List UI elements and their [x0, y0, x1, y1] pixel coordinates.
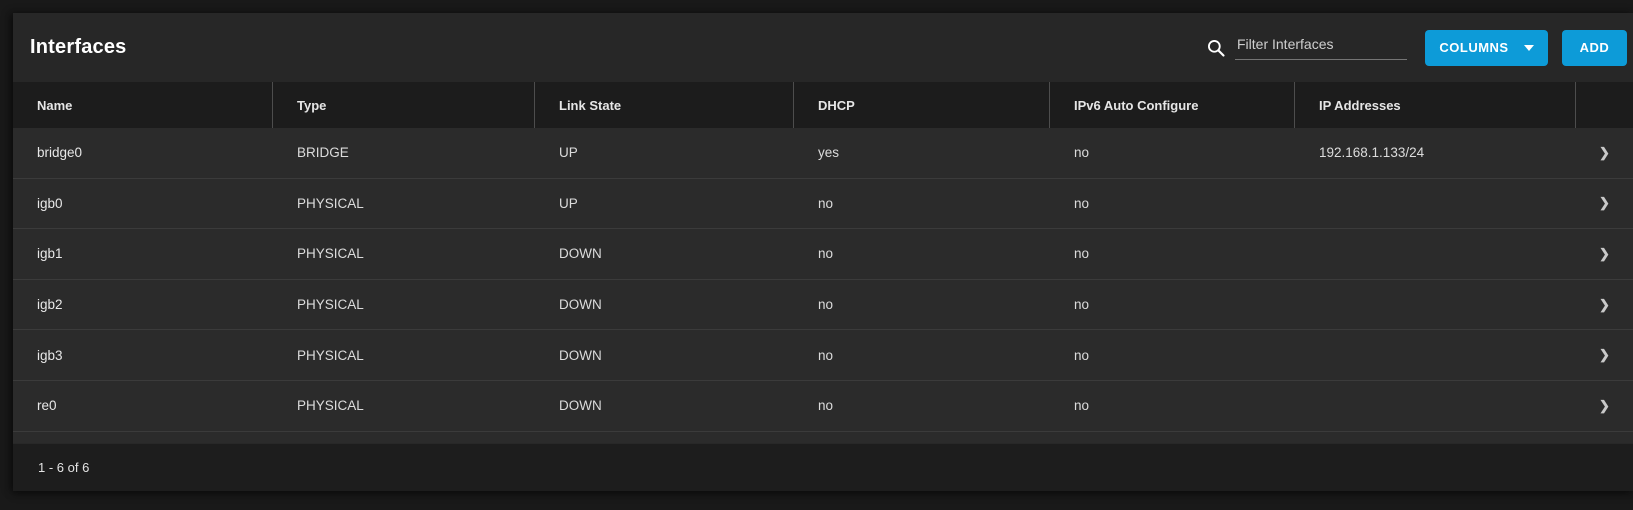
- cell-link-state: UP: [559, 145, 578, 161]
- cell-name: igb3: [37, 347, 63, 363]
- cell-link-state: DOWN: [559, 297, 602, 313]
- cell-dhcp: no: [818, 398, 834, 414]
- cell-link-state: UP: [559, 195, 578, 211]
- column-header-name[interactable]: Name: [13, 82, 273, 128]
- cell-dhcp: yes: [818, 145, 840, 161]
- chevron-right-icon[interactable]: ❯: [1599, 144, 1610, 160]
- cell-ipv6: no: [1074, 246, 1090, 262]
- table-row[interactable]: igb1 PHYSICAL DOWN no no ❯: [13, 229, 1633, 280]
- column-header-ipv6[interactable]: IPv6 Auto Configure: [1050, 82, 1295, 128]
- toolbar: Interfaces COLUMNS ADD: [13, 13, 1633, 82]
- interfaces-card: Interfaces COLUMNS ADD Name Type Link St…: [13, 13, 1633, 491]
- cell-name: igb2: [37, 297, 63, 313]
- table-row[interactable]: igb2 PHYSICAL DOWN no no ❯: [13, 280, 1633, 331]
- cell-dhcp: no: [818, 297, 834, 313]
- table-body: bridge0 BRIDGE UP yes no 192.168.1.133/2…: [13, 128, 1633, 443]
- cell-type: PHYSICAL: [297, 347, 364, 363]
- cell-ipv6: no: [1074, 145, 1090, 161]
- filter-input[interactable]: [1235, 35, 1407, 60]
- cell-dhcp: no: [818, 246, 834, 262]
- cell-name: igb0: [37, 195, 63, 211]
- cell-type: PHYSICAL: [297, 246, 364, 262]
- add-button[interactable]: ADD: [1562, 29, 1627, 66]
- cell-type: PHYSICAL: [297, 297, 364, 313]
- cell-ipv6: no: [1074, 347, 1090, 363]
- cell-ip-addresses: [1295, 229, 1576, 279]
- page-title: Interfaces: [30, 36, 127, 58]
- table-row[interactable]: igb0 PHYSICAL UP no no ❯: [13, 179, 1633, 230]
- cell-ipv6: no: [1074, 398, 1090, 414]
- add-button-label: ADD: [1579, 40, 1610, 55]
- cell-ip-addresses: [1295, 179, 1576, 229]
- column-header-actions: [1576, 82, 1633, 128]
- chevron-right-icon[interactable]: ❯: [1599, 397, 1610, 413]
- chevron-right-icon[interactable]: ❯: [1599, 296, 1610, 312]
- cell-name: igb1: [37, 246, 63, 262]
- pagination-range: 1 - 6 of 6: [38, 460, 90, 475]
- table-row[interactable]: re0 PHYSICAL DOWN no no ❯: [13, 381, 1633, 432]
- cell-type: PHYSICAL: [297, 398, 364, 414]
- cell-ip-addresses: [1295, 381, 1576, 431]
- cell-name: re0: [37, 398, 57, 414]
- cell-type: PHYSICAL: [297, 195, 364, 211]
- cell-ip-addresses: [1295, 330, 1576, 380]
- column-header-type[interactable]: Type: [273, 82, 535, 128]
- column-header-link-state[interactable]: Link State: [535, 82, 794, 128]
- filter-group: [1206, 35, 1407, 60]
- chevron-right-icon[interactable]: ❯: [1599, 195, 1610, 211]
- column-header-ip-addresses[interactable]: IP Addresses: [1295, 82, 1576, 128]
- cell-ipv6: no: [1074, 195, 1090, 211]
- cell-link-state: DOWN: [559, 246, 602, 262]
- cell-ip-addresses: 192.168.1.133/24: [1319, 145, 1425, 161]
- cell-ip-addresses: [1295, 280, 1576, 330]
- cell-type: BRIDGE: [297, 145, 349, 161]
- cell-name: bridge0: [37, 145, 83, 161]
- cell-dhcp: no: [818, 347, 834, 363]
- table-row[interactable]: igb3 PHYSICAL DOWN no no ❯: [13, 330, 1633, 381]
- columns-button-label: COLUMNS: [1439, 40, 1509, 55]
- search-icon: [1208, 39, 1225, 57]
- cell-link-state: DOWN: [559, 398, 602, 414]
- columns-button[interactable]: COLUMNS: [1425, 29, 1548, 66]
- table-header: Name Type Link State DHCP IPv6 Auto Conf…: [13, 82, 1633, 128]
- chevron-right-icon[interactable]: ❯: [1599, 347, 1610, 363]
- table-row[interactable]: bridge0 BRIDGE UP yes no 192.168.1.133/2…: [13, 128, 1633, 179]
- cell-link-state: DOWN: [559, 347, 602, 363]
- cell-ipv6: no: [1074, 297, 1090, 313]
- table-paginator: 1 - 6 of 6: [13, 443, 1633, 491]
- dropdown-caret-icon: [1523, 44, 1534, 51]
- column-header-dhcp[interactable]: DHCP: [794, 82, 1050, 128]
- chevron-right-icon[interactable]: ❯: [1599, 245, 1610, 261]
- cell-dhcp: no: [818, 195, 834, 211]
